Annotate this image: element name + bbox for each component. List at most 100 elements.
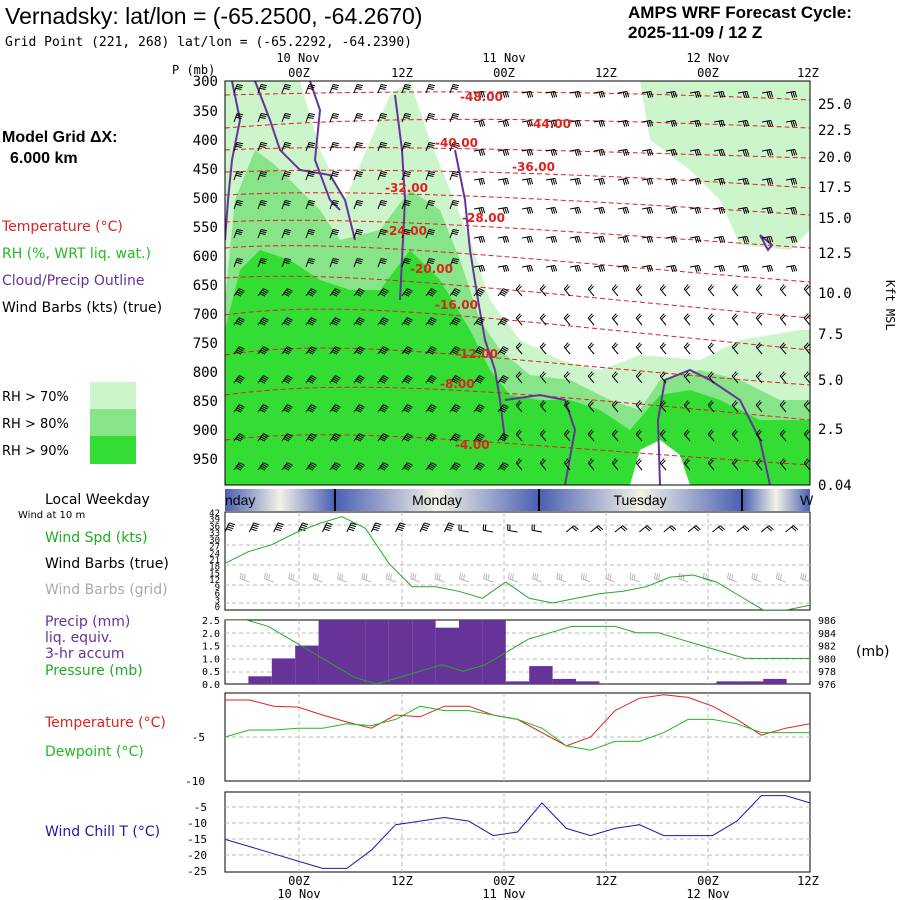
wind-barb-flag [404,230,411,234]
wind-barb-flag [637,459,642,465]
wind-barb [617,177,627,181]
wind-barb [737,235,747,239]
precip-bars [248,620,787,684]
wind-barb-flag [744,207,748,214]
wind-barb-flag [565,372,570,378]
wind-barb-flag [733,430,738,436]
wind-barb-flag [259,438,266,442]
pressure-tick: 900 [193,423,218,439]
wind-barb-flag [476,349,483,354]
wind-barb-flag [284,258,292,261]
wind-barb-flag [624,120,628,127]
wind-barb [665,177,675,181]
wind-barb-flag [598,265,602,272]
wind-barb-flag [648,207,652,214]
wind-barb-flag [332,113,340,116]
wind-barb-flag [803,371,809,377]
wind-barb [761,90,771,94]
wind-barb-flag [685,459,690,465]
wind-barb-flag [260,436,267,441]
wind-barb-flag [477,289,484,294]
wind-barb-flag [235,409,242,413]
wind-barb-flag [482,120,486,127]
wind-barb-flag [308,349,315,354]
wind-barb-flag [403,467,410,471]
wind-barb-flag [515,313,521,319]
wind-barb-flag [427,409,434,413]
wind-barb-flag [286,346,293,350]
wind-barb-flag [707,371,713,377]
wind-barb-flag [331,351,338,355]
wind-barb-flag [766,207,770,214]
pressure-tick: 650 [193,278,218,294]
wind-barb-flag [480,236,484,243]
grid-wind-barb-flag [339,573,342,580]
wind-barb-flag [707,429,713,435]
wind-barb-flag [698,236,702,243]
grid-wind-barb-flag [653,572,657,579]
wind-barb-flag [404,436,411,441]
wind-barb-flag [506,178,510,185]
wind-barb-flag [770,207,774,214]
wind-speed-label: Wind Spd (kts) [45,530,148,546]
wind-barb-flag [308,465,315,470]
grid-wind-barb-flag [438,574,441,581]
wind-barb [377,200,382,210]
dewpoint-label: Dewpoint (°C) [45,744,144,760]
wind-barb-flag [707,284,713,290]
wind-barb-flag [379,438,386,442]
wind-barb-flag [803,313,809,319]
pressure-label: Pressure (mb) [45,663,143,679]
true-wind-barb-flag [571,526,578,532]
isotherm-label: -20.00 [410,262,453,276]
wind-barb-flag [683,400,689,406]
axis-tick: 2.5 [202,616,220,627]
wind-barb-flag [600,120,604,127]
wind-barb-flag [733,343,738,349]
wind-barb-flag [475,438,482,442]
wind-barb-flag [602,236,606,243]
bottom-hour-label: 00Z [697,874,719,888]
wind-barb-flag [698,149,702,156]
wind-barb-flag [674,120,678,127]
wind-barb-flag [380,172,387,176]
wind-barb-flag [500,349,507,354]
wind-barb-flag [589,459,594,465]
wind-barb [593,119,603,123]
legend-wind-barbs: Wind Barbs (kts) (true) [2,300,162,316]
wind-barb-flag [453,463,460,468]
wind-barb-flag [236,113,244,116]
wind-barb-flag [236,172,243,176]
wind-barb-flag [236,349,243,354]
wind-barb [545,177,555,181]
wind-barb-flag [259,467,266,471]
wind-barb-flag [504,178,508,185]
wind-barb [713,206,723,210]
wind-barb-flag [283,409,290,413]
wind-barb-flag [742,149,746,156]
wind-barb [665,90,675,94]
wind-barb-flag [235,322,242,326]
wind-barb-flag [451,380,458,384]
wind-barb-flag [453,289,460,294]
wind-barb-flag [539,342,545,348]
grid-wind-barb-flag [389,574,393,581]
pressure-tick: 950 [193,452,218,468]
wind-barb [689,148,699,152]
wind-barb-flag [308,200,316,203]
wind-barb-flag [404,113,412,116]
rh90-swatch [90,436,136,464]
cloud-outline [454,149,506,441]
wind-barb-flag [624,178,628,185]
wind-barb-flag [236,84,244,87]
wind-barb-flag [499,467,506,471]
wind-barb-flag [613,430,618,436]
wind-barb-flag [526,265,530,272]
wind-barb-flag [803,429,809,435]
precip-bar [271,658,296,684]
weekday-segment [225,489,335,511]
wind-barb-flag [403,203,410,206]
true-wind-barb [687,525,697,533]
wind-barb-flag [661,401,666,407]
wind-barb-flag [404,229,412,232]
